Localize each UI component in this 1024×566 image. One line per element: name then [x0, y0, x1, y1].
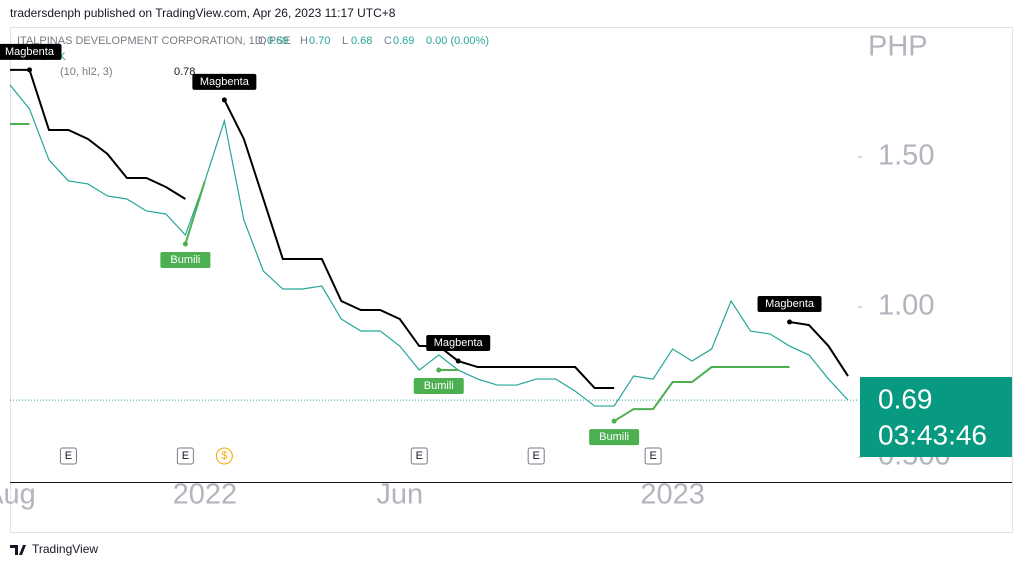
ohlc-label: C — [384, 35, 392, 47]
event-marker — [410, 447, 428, 465]
ohlc: O 0.69 H 0.70 L 0.68 C 0.69 0.00 (0.00%) — [258, 35, 489, 47]
ohlc-label: O — [258, 35, 267, 47]
annotation-box — [192, 73, 257, 90]
annotation-text: Magbenta — [200, 76, 250, 88]
annotation-box — [0, 43, 62, 60]
annotation-box — [426, 335, 491, 352]
ohlc-value: 0.70 — [309, 35, 330, 47]
series-line — [223, 99, 615, 390]
annotation-text: Magbenta — [434, 337, 484, 349]
symbol-title: ITALPINAS DEVELOPMENT CORPORATION, 1D, P… — [17, 35, 291, 47]
series-line — [9, 84, 849, 407]
ohlc-value: 0.69 — [267, 35, 288, 47]
annotation-box — [757, 296, 822, 313]
annotation-box — [589, 429, 640, 446]
change: 0.00 (0.00%) — [426, 35, 489, 47]
publisher: tradersdenph published on TradingView.co… — [10, 6, 396, 20]
annotation-box — [160, 251, 211, 268]
annotation-point — [436, 367, 442, 373]
x-tick-label: Aug — [0, 479, 36, 511]
series-line — [613, 366, 790, 422]
annotation-point — [221, 97, 227, 103]
ohlc-value: 0.68 — [351, 35, 372, 47]
logo — [10, 545, 26, 555]
event-label: E — [182, 450, 189, 462]
y-tick-label: 1.00 — [878, 290, 934, 322]
event-label: $ — [221, 450, 227, 462]
ohlc-value: 0.69 — [393, 35, 414, 47]
brand: TradingView — [32, 542, 98, 556]
event-marker — [644, 447, 662, 465]
plot: 0.5001.001.50Aug2022Jun2023MagbentaMagbe… — [0, 43, 1012, 511]
annotation-point — [787, 319, 793, 325]
series-line — [10, 68, 186, 200]
annotation-box — [413, 378, 464, 395]
indicator: (10, hl2, 3) — [60, 66, 113, 78]
currency: PHP — [868, 31, 928, 63]
frame — [10, 27, 1013, 533]
countdown: 03:43:46 — [878, 419, 987, 450]
series-line — [184, 180, 206, 245]
annotation-point — [182, 241, 188, 247]
event-label: E — [649, 450, 656, 462]
annotation-text: Bumili — [599, 431, 629, 443]
event-marker — [59, 447, 77, 465]
event-marker — [215, 447, 233, 465]
x-tick-label: 2022 — [173, 479, 238, 511]
annotation-point — [26, 67, 32, 73]
price-badge — [860, 377, 1012, 457]
event-label: E — [533, 450, 540, 462]
annotation-text: Bumili — [170, 254, 200, 266]
x-tick-label: 2023 — [640, 479, 705, 511]
series-line — [789, 321, 849, 377]
ohlc-label: L — [342, 35, 348, 47]
price-badge-value: 0.69 — [878, 383, 933, 414]
x-tick-label: Jun — [376, 479, 423, 511]
annotation-text: Magbenta — [5, 46, 55, 58]
y-tick-label: 1.50 — [878, 140, 934, 172]
indicator-value: 0.78 — [174, 66, 195, 78]
event-label: E — [416, 450, 423, 462]
annotation-point — [455, 358, 461, 364]
annotation-text: Magbenta — [765, 298, 815, 310]
annotation-point — [611, 418, 617, 424]
event-marker — [176, 447, 194, 465]
event-label: E — [65, 450, 72, 462]
event-marker — [527, 447, 545, 465]
ohlc-label: H — [300, 35, 308, 47]
annotation-text: Bumili — [424, 380, 454, 392]
